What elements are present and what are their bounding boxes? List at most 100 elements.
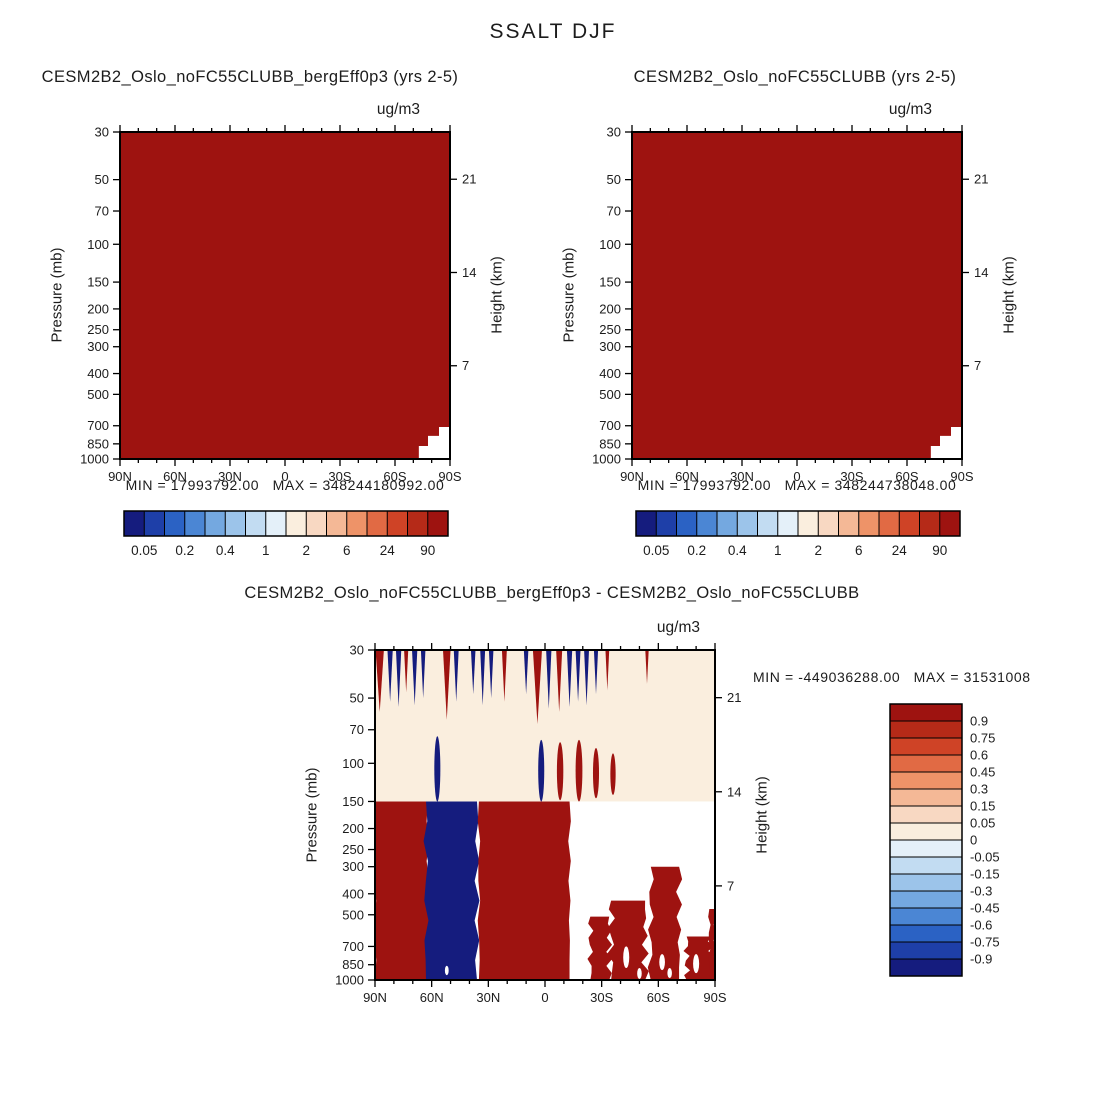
field-fill [375,650,715,980]
svg-text:250: 250 [599,322,621,337]
svg-text:0: 0 [541,990,548,1005]
svg-text:90: 90 [420,543,435,558]
svg-text:30S: 30S [328,469,351,484]
svg-text:0.6: 0.6 [970,748,988,763]
axes: 3050701001502002503004005007008501000211… [80,125,476,485]
svg-text:0.2: 0.2 [175,543,194,558]
svg-text:24: 24 [892,543,908,558]
svg-text:60N: 60N [420,990,444,1005]
svg-text:0.75: 0.75 [970,731,995,746]
svg-text:21: 21 [462,172,476,187]
panel-left-height-axis-title: Height (km) [488,256,506,334]
panel-left-pressure-axis-title: Pressure (mb) [48,247,66,343]
svg-text:90N: 90N [363,990,387,1005]
field-fill [632,132,962,459]
panel-right-height-axis-title: Height (km) [1000,256,1018,334]
svg-text:21: 21 [727,690,741,705]
svg-text:-0.9: -0.9 [970,952,992,967]
svg-text:70: 70 [95,204,109,219]
svg-text:1000: 1000 [335,973,364,988]
panel-diff: 3050701001502002503004005007008501000211… [335,643,1000,1006]
svg-text:24: 24 [380,543,396,558]
svg-text:0.05: 0.05 [970,816,995,831]
svg-text:30S: 30S [590,990,613,1005]
svg-text:100: 100 [87,237,109,252]
svg-text:0.3: 0.3 [970,782,988,797]
svg-text:6: 6 [343,543,351,558]
panel-left-units-label: ug/m3 [376,101,420,118]
svg-text:2: 2 [302,543,310,558]
svg-text:150: 150 [599,275,621,290]
svg-text:60N: 60N [675,469,699,484]
svg-text:60N: 60N [163,469,187,484]
terrain-gap [418,427,450,459]
svg-text:0.2: 0.2 [687,543,706,558]
panel-right-title: CESM2B2_Oslo_noFC55CLUBB (yrs 2-5) [633,68,957,86]
svg-text:50: 50 [607,172,621,187]
svg-text:1: 1 [774,543,782,558]
svg-text:250: 250 [87,322,109,337]
axes: 3050701001502002503004005007008501000211… [592,125,988,485]
svg-text:90N: 90N [620,469,644,484]
svg-text:14: 14 [727,784,741,799]
svg-text:200: 200 [599,301,621,316]
svg-text:0: 0 [281,469,288,484]
svg-text:150: 150 [87,275,109,290]
svg-text:100: 100 [342,756,364,771]
svg-text:700: 700 [87,418,109,433]
svg-text:60S: 60S [383,469,406,484]
svg-text:0.15: 0.15 [970,799,995,814]
svg-text:90S: 90S [703,990,726,1005]
svg-text:0: 0 [793,469,800,484]
colorbar-vertical: 0.9 0.75 0.6 0.45 0.3 0.15 0.05 0 -0.05 -0.15 -0.3… [889,703,1000,977]
svg-text:14: 14 [974,265,988,280]
svg-text:-0.05: -0.05 [970,850,1000,865]
svg-text:850: 850 [342,957,364,972]
svg-text:-0.45: -0.45 [970,901,1000,916]
svg-text:200: 200 [87,301,109,316]
svg-text:300: 300 [599,339,621,354]
panel-right-pressure-axis-title: Pressure (mb) [560,247,578,343]
svg-text:300: 300 [87,339,109,354]
svg-text:14: 14 [462,265,476,280]
svg-text:1000: 1000 [592,452,621,467]
svg-text:30: 30 [350,643,364,658]
svg-text:50: 50 [95,172,109,187]
svg-text:-0.6: -0.6 [970,918,992,933]
svg-text:700: 700 [342,939,364,954]
svg-text:1000: 1000 [80,452,109,467]
svg-text:0: 0 [970,833,977,848]
svg-text:400: 400 [87,366,109,381]
svg-text:7: 7 [462,358,469,373]
svg-text:2: 2 [814,543,822,558]
panel-diff-title: CESM2B2_Oslo_noFC55CLUBB_bergEff0p3 - CE… [244,584,860,602]
svg-text:70: 70 [607,204,621,219]
svg-text:0.05: 0.05 [643,543,669,558]
svg-text:30N: 30N [218,469,242,484]
svg-text:0.45: 0.45 [970,765,995,780]
terrain-gap [930,427,962,459]
axes: 3050701001502002503004005007008501000211… [335,643,741,1006]
svg-text:850: 850 [599,436,621,451]
svg-text:850: 850 [87,436,109,451]
panel-right-minmax: MIN = 17993792.00 MAX = 348244738048.00 [637,477,957,493]
svg-text:-0.3: -0.3 [970,884,992,899]
panel-diff-height-axis-title: Height (km) [753,776,771,854]
svg-text:60S: 60S [647,990,670,1005]
svg-text:250: 250 [342,842,364,857]
svg-text:0.4: 0.4 [728,543,747,558]
panel-left: 3050701001502002503004005007008501000211… [80,125,476,559]
panel-diff-minmax: MIN = -449036288.00 MAX = 31531008 [753,669,1031,685]
svg-text:90S: 90S [950,469,973,484]
svg-text:90N: 90N [108,469,132,484]
colorbar-horizontal: 0.05 0.2 0.4 1 2 6 24 90 [635,510,961,558]
svg-text:0.05: 0.05 [131,543,157,558]
svg-text:30S: 30S [840,469,863,484]
svg-text:30: 30 [95,125,109,140]
svg-text:90: 90 [932,543,947,558]
figure-title: SSALT DJF [489,20,617,43]
svg-text:7: 7 [974,358,981,373]
field-fill [120,132,450,459]
svg-text:200: 200 [342,821,364,836]
svg-text:7: 7 [727,878,734,893]
